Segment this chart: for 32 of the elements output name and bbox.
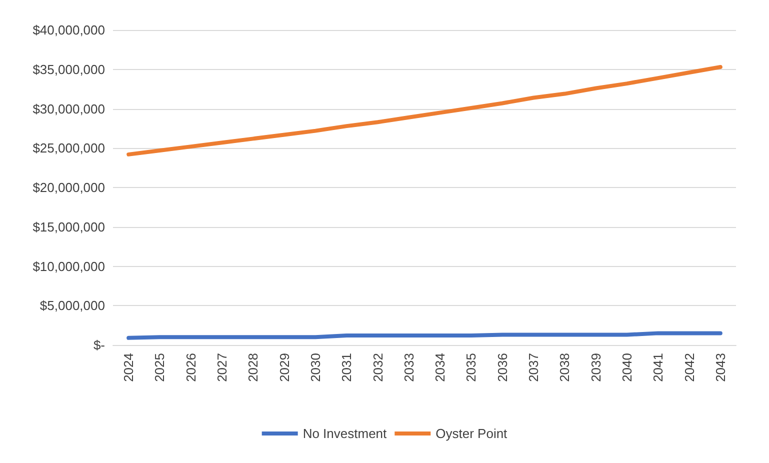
x-tick-label: 2031 [339, 353, 354, 382]
x-tick-label: 2037 [526, 353, 542, 382]
line-series [126, 65, 722, 156]
x-tick-label: 2043 [712, 353, 728, 382]
x-tick-label: 2035 [464, 353, 479, 382]
y-tick-label: $- [93, 338, 105, 352]
x-tick-label: 2027 [214, 353, 230, 382]
x-tick-label: 2028 [246, 353, 261, 382]
x-tick-label: 2039 [588, 353, 604, 382]
x-tick-label: 2038 [557, 353, 572, 382]
x-tick-label: 2034 [432, 353, 448, 382]
x-tick-label: 2041 [650, 353, 666, 382]
y-tick-label: $20,000,000 [32, 180, 105, 195]
y-tick-label: $15,000,000 [32, 219, 105, 234]
y-tick-label: $5,000,000 [40, 298, 105, 314]
y-tick-label: $25,000,000 [32, 140, 105, 156]
x-tick-label: 2033 [401, 353, 416, 382]
legend-label: No Investment [302, 426, 388, 441]
y-tick-label: $35,000,000 [32, 62, 105, 77]
x-tick-label: 2032 [370, 353, 386, 382]
x-tick-label: 2040 [619, 353, 634, 382]
x-tick-label: 2025 [152, 353, 168, 382]
y-tick-label: $10,000,000 [32, 258, 105, 274]
x-tick-label: 2029 [276, 353, 292, 382]
x-tick-label: 2026 [183, 353, 198, 382]
y-tick-label: $40,000,000 [32, 22, 105, 38]
x-tick-label: 2042 [682, 353, 697, 382]
legend-label: Oyster Point [436, 426, 508, 441]
x-tick-label: 2036 [494, 353, 510, 382]
y-tick-label: $30,000,000 [32, 101, 105, 116]
x-tick-label: 2030 [308, 353, 323, 382]
x-tick-label: 2024 [121, 353, 136, 382]
